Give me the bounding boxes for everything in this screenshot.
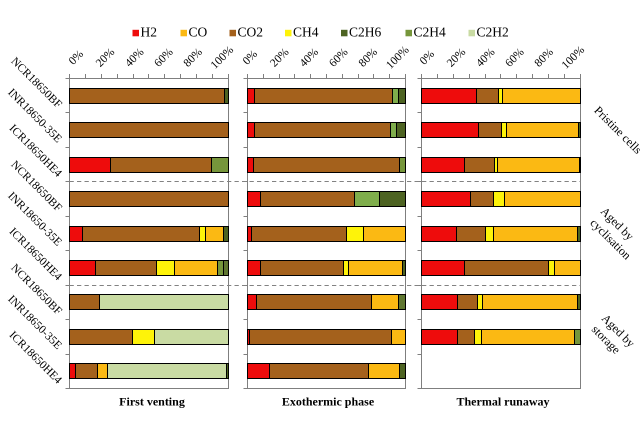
svg-text:C2H2: C2H2 bbox=[477, 25, 509, 40]
svg-text:CH4: CH4 bbox=[293, 25, 319, 40]
svg-text:CO2: CO2 bbox=[238, 25, 264, 40]
svg-text:Thermal runaway: Thermal runaway bbox=[457, 395, 550, 409]
svg-text:C2H6: C2H6 bbox=[349, 25, 382, 40]
svg-text:H2: H2 bbox=[141, 25, 158, 40]
svg-text:CO: CO bbox=[189, 25, 208, 40]
svg-text:Exothermic phase: Exothermic phase bbox=[282, 395, 375, 409]
svg-text:C2H4: C2H4 bbox=[414, 25, 447, 40]
svg-text:First venting: First venting bbox=[119, 395, 185, 409]
